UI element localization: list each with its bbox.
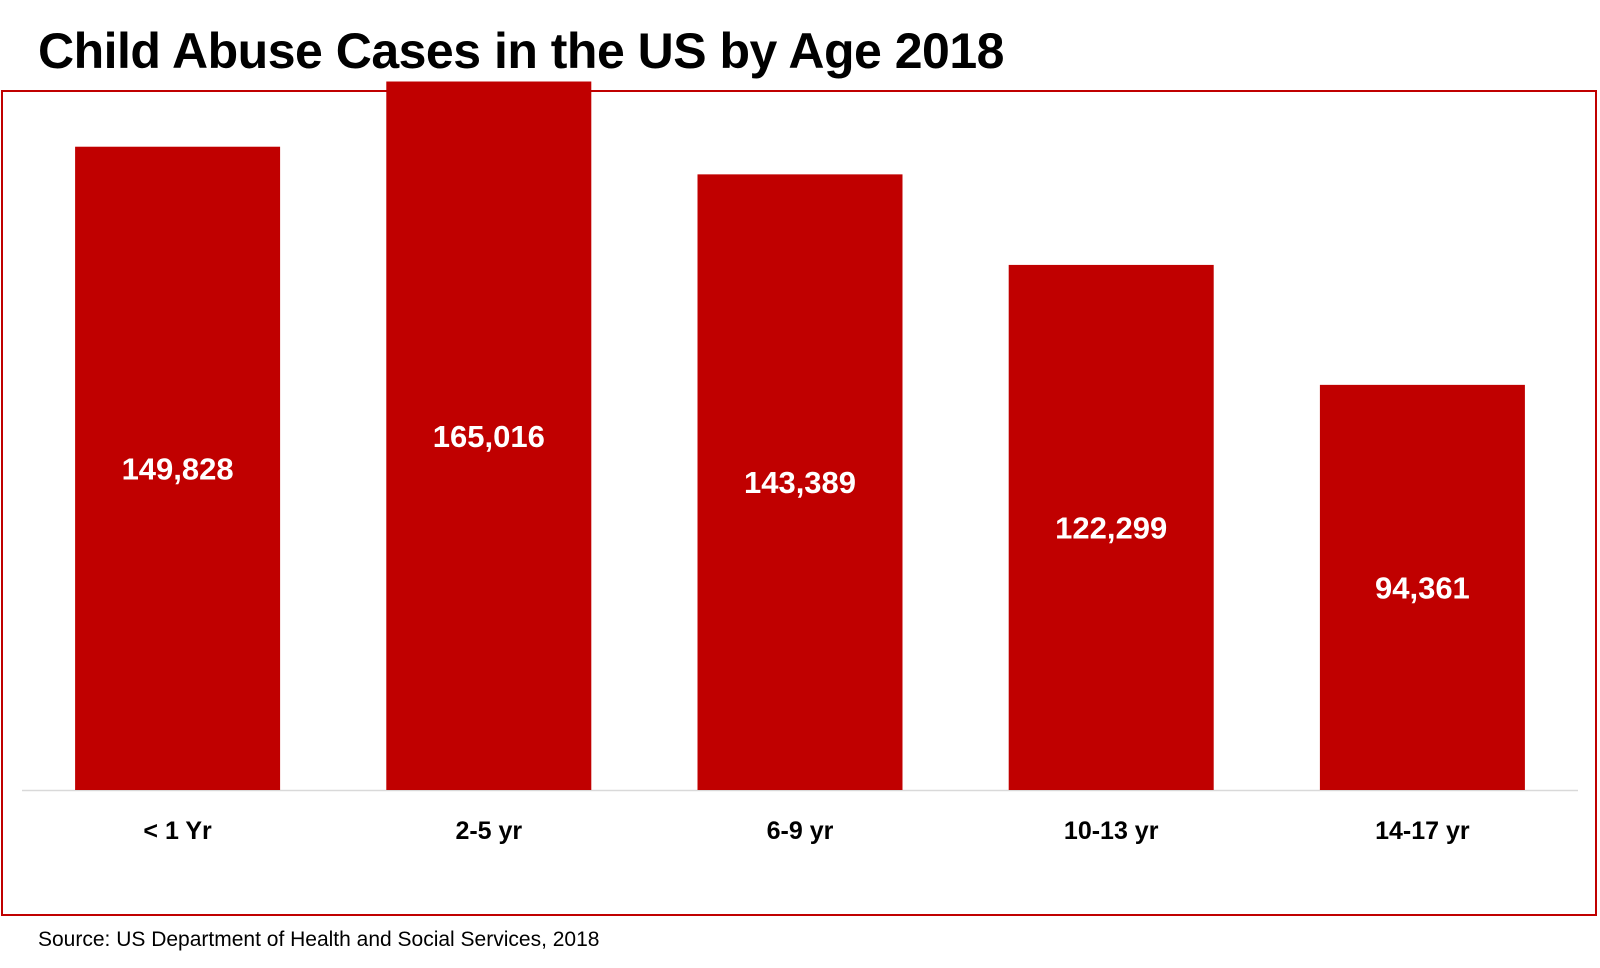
category-label: 10-13 yr [1064,817,1159,845]
category-label: 2-5 yr [455,817,522,845]
bar [1008,264,1214,791]
category-label: < 1 Yr [143,817,212,845]
source-note: Source: US Department of Health and Soci… [38,928,600,951]
chart-title: Child Abuse Cases in the US by Age 2018 [38,23,1004,79]
bars-group [75,81,1525,791]
category-label: 6-9 yr [767,817,834,845]
bar [1319,384,1525,790]
data-label: 122,299 [1055,510,1167,545]
bar [697,174,903,791]
data-label: 149,828 [122,451,234,486]
data-labels-group: 149,828 165,016 143,389 122,299 94,361 [122,419,1470,606]
data-label: 143,389 [744,465,856,500]
category-label: 14-17 yr [1375,817,1470,845]
data-label: 165,016 [433,419,545,454]
category-labels-group: < 1 Yr 2-5 yr 6-9 yr 10-13 yr 14-17 yr [143,817,1470,845]
chart-frame [1,90,1597,916]
bar [75,146,281,790]
data-label: 94,361 [1375,570,1470,605]
bar [386,81,592,791]
